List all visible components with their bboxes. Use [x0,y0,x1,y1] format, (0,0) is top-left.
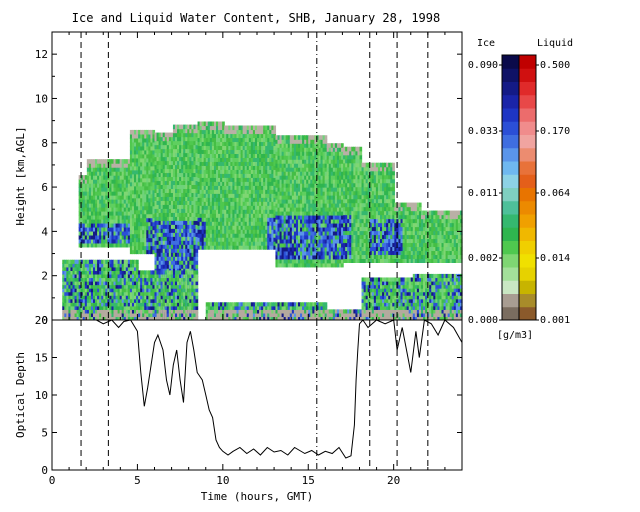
colorbar-liquid-swatch [519,200,536,215]
colorbar-ice-swatch [502,161,519,175]
colorbar-liquid-tick: 0.014 [540,253,570,264]
colorbar-ice-swatch [502,227,519,241]
colorbar-liquid-swatch [519,147,536,162]
colorbar-ice-tick: 0.090 [468,60,498,71]
cloud-field [62,121,463,321]
colorbar-ice-tick: 0.002 [468,253,498,264]
colorbar-ice-swatch [502,267,519,281]
heatmap-y-tick-label: 4 [41,225,48,238]
colorbar-ice-swatch [502,94,519,109]
colorbar-liquid-swatch [519,134,536,149]
x-tick-label: 5 [134,474,141,487]
heatmap-y-label: Height [km,AGL] [14,126,27,225]
colorbar-liquid-tick: 0.001 [540,315,570,326]
colorbar-liquid-swatch [519,306,536,321]
colorbar-liquid-swatch [519,253,536,268]
colorbar-liquid-frame [518,54,537,321]
x-tick-label: 15 [302,474,315,487]
x-tick-label: 10 [216,474,229,487]
colorbar-liquid-swatch [519,161,536,175]
colorbar-ice-tick: 0.033 [468,126,498,137]
colorbar-ice-swatch [502,147,519,162]
colorbar-liquid-tick: 0.064 [540,188,570,199]
colorbar-liquid-tick: 0.170 [540,126,570,137]
colorbar-ice-tick: 0.000 [468,315,498,326]
optical-depth-y-ticks: 0 5 10 15 20 [35,314,462,477]
x-axis-label: Time (hours, GMT) [201,490,314,503]
colorbar-unit: [g/m3] [497,330,533,341]
colorbar-ice-swatch [502,81,519,96]
colorbar-liquid-swatch [519,81,536,96]
optical-depth-y-label: Optical Depth [14,352,27,438]
colorbar-tick-labels: 0.090 0.033 0.011 0.002 0.000 0.500 0.170 0.064… [468,60,570,326]
chart-title: Ice and Liquid Water Content, SHB, Janua… [72,11,440,25]
colorbar-liquid-swatch [519,280,536,294]
colorbar-ice-swatch [502,121,519,135]
colorbar-liquid-swatch [519,187,536,202]
colorbar-liquid-swatch [519,55,536,69]
heatmap-y-tick-label: 6 [41,181,48,194]
heatmap-marker-lines [80,32,429,320]
colorbar-liquid-swatch [519,227,536,241]
colorbar-ice-swatch [502,240,519,255]
x-tick-label: 0 [49,474,56,487]
heatmap-y-tick-label: 10 [35,92,48,105]
colorbar-liquid-tick: 0.500 [540,60,570,71]
heatmap-y-tick-label: 2 [41,270,48,283]
colorbar-ice-swatch [502,214,519,228]
colorbar-liquid-swatch [519,174,536,188]
optical-depth-plot-area [52,320,462,470]
colorbar-ice-swatch [502,187,519,202]
colorbar-ice-swatch [502,134,519,149]
colorbar-liquid-swatch [519,68,536,82]
colorbar-liquid-swatch [519,94,536,109]
optical-depth-y-tick-label: 20 [35,314,48,327]
colorbar-ice-swatch [502,253,519,268]
colorbar-ice-swatch [502,55,519,69]
optical-depth-marker-lines [80,320,429,470]
optical-depth-series-line [96,319,463,459]
heatmap-y-tick-label: 8 [41,137,48,150]
heatmap-y-tick-label: 0 [41,314,48,327]
optical-depth-y-tick-label: 5 [41,427,48,440]
x-axis-ticks: 0 5 10 15 20 [49,32,463,487]
colorbar-ice-swatch [502,293,519,308]
colorbar-ice-swatch [502,280,519,294]
optical-depth-y-tick-label: 10 [35,389,48,402]
colorbar-liquid-swatch [519,108,536,122]
colorbar-liquid-swatch [519,293,536,308]
heatmap-y-ticks: 0 2 4 6 8 10 12 [35,48,462,327]
colorbar-ice-swatch [502,200,519,215]
colorbar-ice [502,55,519,321]
colorbar-liquid-swatch [519,214,536,228]
colorbar-liquid-swatch [519,267,536,281]
optical-depth-y-tick-label: 15 [35,352,48,365]
colorbar-liquid-swatch [519,240,536,255]
colorbar-ice-swatch [502,174,519,188]
colorbar-ice-swatch [502,306,519,321]
colorbar-liquid [519,55,536,321]
colorbar-ice-swatch [502,68,519,82]
x-tick-label: 20 [387,474,400,487]
colorbar-ice-tick: 0.011 [468,188,498,199]
colorbar-liquid-label: Liquid [537,38,573,49]
colorbar-ice-swatch [502,108,519,122]
colorbar-liquid-swatch [519,121,536,135]
colorbar-ice-label: Ice [477,38,495,49]
optical-depth-y-tick-label: 0 [41,464,48,477]
heatmap-y-tick-label: 12 [35,48,48,61]
